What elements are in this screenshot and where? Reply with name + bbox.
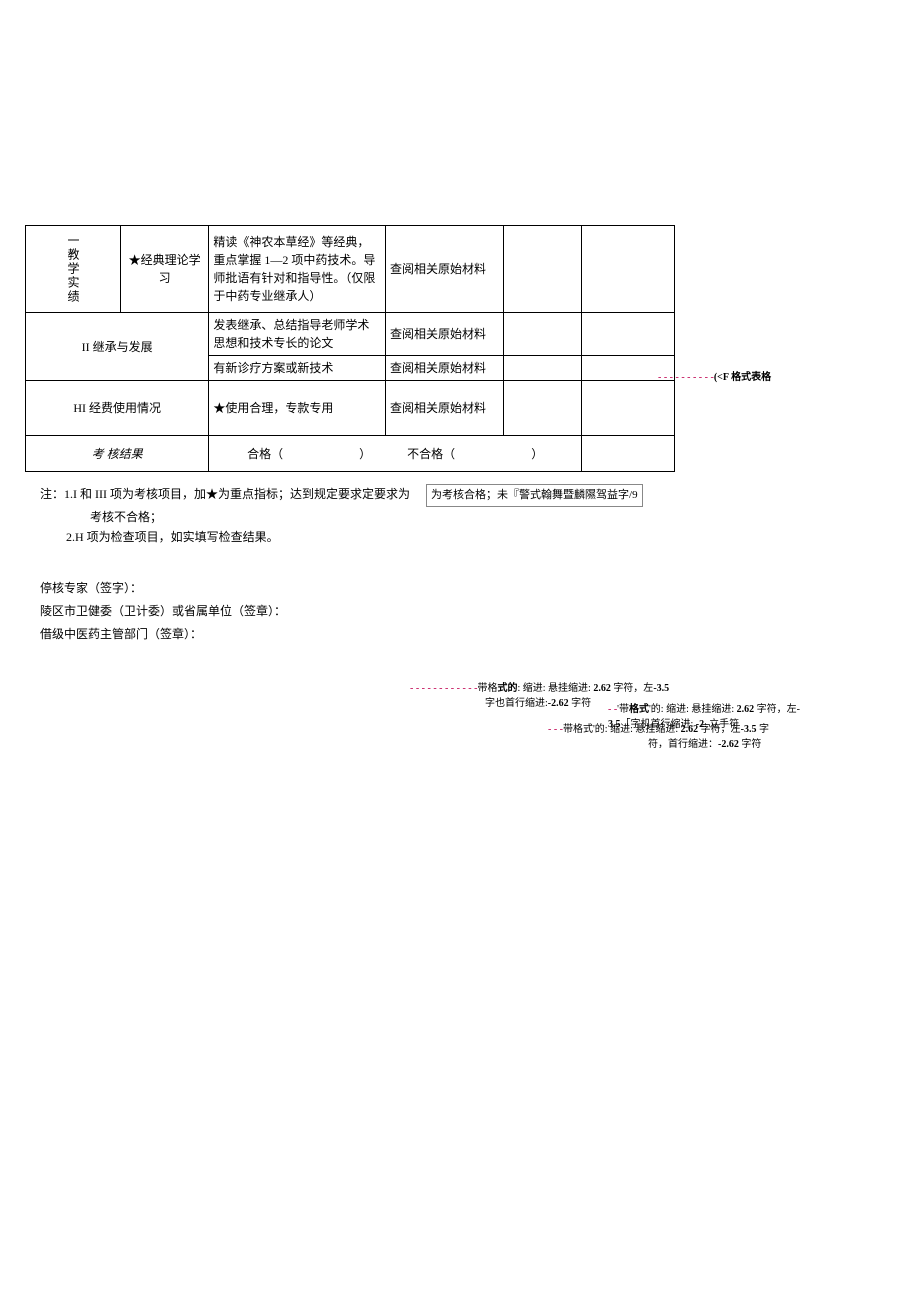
blank-cell [582,313,675,356]
result-label-cell: 考 核结果 [26,436,209,472]
category-cell: HI 经费使用情况 [26,381,209,436]
fail-text: 不合格（ [407,447,455,461]
category-text: 一教学实绩 [64,234,82,304]
table-row: HI 经费使用情况 ★使用合理，专款专用 查阅相关原始材料 [26,381,675,436]
pass-text: 合格（ [247,447,283,461]
signature-line-2: 陵区市卫健委（卫计委）或省属单位（签章）： [40,600,895,623]
notes-block: 注：1.I 和 III 项为考核项目，加★为重点指标；达到规定要求定要求为 为考… [40,484,895,547]
subcategory-cell: ★经典理论学习 [121,226,209,313]
check-cell: 查阅相关原始材料 [385,226,503,313]
table-row: II 继承与发展 发表继承、总结指导老师学术思想和技术专长的论文 查阅相关原始材… [26,313,675,356]
assessment-table: 一教学实绩 ★经典理论学习 精读《神农本草经》等经典，重点掌握 1—2 项中药技… [25,225,675,472]
category-cell-vertical: 一教学实绩 [26,226,121,313]
dash-leader: - - - - - - - - - - [658,372,714,383]
detail-cell: ★使用合理，专款专用 [209,381,386,436]
note-line-1a: 1.I 和 III 项为考核项目，加★为重点指标；达到规定要求定要求为 [64,487,410,501]
close-paren: ） [359,447,371,461]
result-content-cell: 合格（ ） 不合格（ ） [209,436,582,472]
signature-line-3: 借级中医药主管部门（签章）： [40,623,895,646]
note-right-box: 为考核合格；未『警式翰舞暨麟隰驾益字/9 [426,484,643,507]
result-row: 考 核结果 合格（ ） 不合格（ ） [26,436,675,472]
signature-block: 停核专家（签字）： 陵区市卫健委（卫计委）或省属单位（签章）： 借级中医药主管部… [40,577,895,645]
check-cell: 查阅相关原始材料 [385,313,503,356]
dash-leader: - - - - - - - - - - - - [410,683,477,694]
close-paren: ） [531,447,543,461]
revision-callout-4: - - -带格式'的: 缩进: 悬挂缩进: 2.62 字符，左-3.5 字符，首… [548,720,920,750]
blank-cell [582,436,675,472]
table-row: 一教学实绩 ★经典理论学习 精读《神农本草经》等经典，重点掌握 1—2 项中药技… [26,226,675,313]
blank-cell [582,226,675,313]
check-cell: 查阅相关原始材料 [385,356,503,381]
blank-cell [503,381,581,436]
category-cell: II 继承与发展 [26,313,209,381]
revision-text: 带格式'的: 缩进: 悬挂缩进: 2.62 字符，左-3.5 字符，首行缩进：-… [548,724,769,750]
blank-cell [503,356,581,381]
note-prefix: 注： [40,487,64,501]
check-cell: 查阅相关原始材料 [385,381,503,436]
note-line-2: 2.H 项为检查项目，如实填写检查结果。 [66,530,279,544]
note-line-1b: 考核不合格； [90,510,162,524]
signature-line-1: 停核专家（签字）： [40,577,895,600]
revision-callout-1: - - - - - - - - - -(<F 格式表格 [658,368,771,383]
blank-cell [503,226,581,313]
document-page: 一教学实绩 ★经典理论学习 精读《神农本草经》等经典，重点掌握 1—2 项中药技… [25,225,895,646]
blank-cell [582,381,675,436]
detail-cell: 发表继承、总结指导老师学术思想和技术专长的论文 [209,313,386,356]
detail-cell: 有新诊疗方案或新技术 [209,356,386,381]
revision-text: (<F 格式表格 [714,372,771,383]
dash-leader: - - - [548,724,563,735]
blank-cell [503,313,581,356]
detail-cell: 精读《神农本草经》等经典，重点掌握 1—2 项中药技术。导师批语有针对和指导性。… [209,226,386,313]
dash-leader: - - [608,704,617,715]
